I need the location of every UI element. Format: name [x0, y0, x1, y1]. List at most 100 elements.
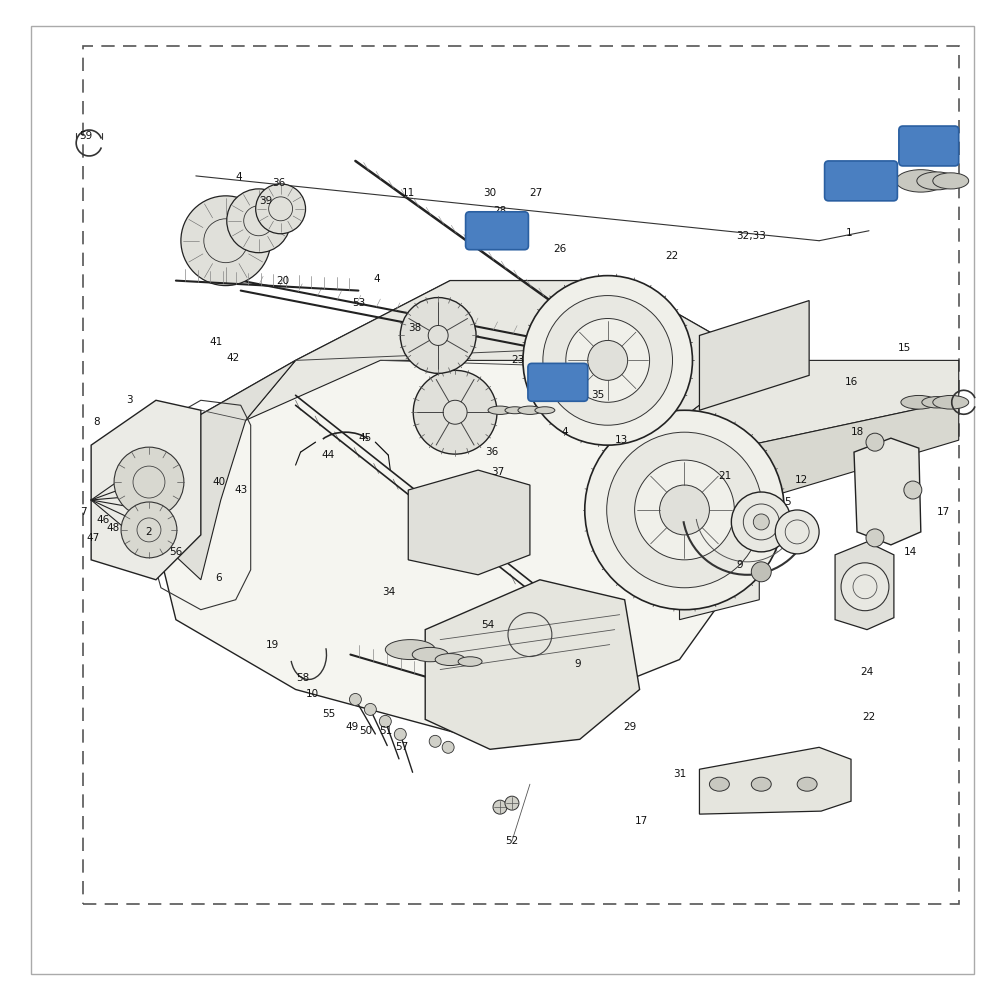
Text: 21: 21	[719, 471, 732, 481]
Text: 8: 8	[93, 417, 99, 427]
Text: 19: 19	[266, 640, 279, 650]
Text: 2: 2	[146, 527, 152, 537]
Text: 36: 36	[272, 178, 285, 188]
Polygon shape	[91, 400, 201, 580]
Text: 32,33: 32,33	[736, 231, 766, 241]
Text: 22: 22	[665, 251, 678, 261]
Polygon shape	[246, 281, 759, 420]
Ellipse shape	[442, 741, 454, 753]
Ellipse shape	[505, 407, 525, 414]
Ellipse shape	[635, 460, 734, 560]
Text: 34: 34	[382, 587, 395, 597]
Text: 38: 38	[409, 323, 422, 333]
Ellipse shape	[256, 184, 306, 234]
Text: 13: 13	[615, 435, 628, 445]
Ellipse shape	[400, 298, 476, 373]
Text: 24: 24	[860, 667, 874, 677]
Polygon shape	[699, 301, 809, 410]
Text: 45: 45	[359, 433, 372, 443]
Bar	[83, 46, 959, 904]
Text: 11: 11	[402, 188, 415, 198]
Text: 20: 20	[276, 276, 289, 286]
FancyBboxPatch shape	[825, 161, 897, 201]
Ellipse shape	[349, 693, 361, 705]
Text: 28: 28	[493, 206, 507, 216]
Text: 25: 25	[854, 174, 868, 187]
Ellipse shape	[413, 370, 497, 454]
Ellipse shape	[412, 647, 448, 662]
Polygon shape	[425, 580, 640, 749]
Ellipse shape	[394, 728, 406, 740]
Text: 26: 26	[553, 244, 566, 254]
Ellipse shape	[585, 410, 784, 610]
Text: 44: 44	[322, 450, 335, 460]
Text: 35: 35	[591, 390, 604, 400]
Text: 42: 42	[226, 353, 239, 363]
Ellipse shape	[488, 406, 512, 414]
Text: 43: 43	[234, 485, 247, 495]
Ellipse shape	[523, 276, 692, 445]
Ellipse shape	[866, 433, 884, 451]
Text: 52: 52	[505, 836, 519, 846]
Text: 59: 59	[80, 131, 93, 141]
Text: 17: 17	[635, 816, 648, 826]
Text: 4: 4	[235, 172, 242, 182]
Ellipse shape	[535, 407, 555, 414]
Text: 9: 9	[574, 659, 581, 669]
Text: 58: 58	[296, 673, 309, 683]
Text: 5: 5	[784, 497, 791, 507]
Text: 18: 18	[850, 427, 864, 437]
Ellipse shape	[933, 395, 969, 409]
Text: 56: 56	[169, 547, 183, 557]
Ellipse shape	[731, 492, 791, 552]
Ellipse shape	[181, 196, 271, 286]
Text: 50: 50	[359, 726, 372, 736]
Ellipse shape	[566, 319, 650, 402]
Text: 6: 6	[215, 573, 222, 583]
Ellipse shape	[379, 715, 391, 727]
Ellipse shape	[385, 640, 435, 660]
Text: 9: 9	[736, 560, 743, 570]
Ellipse shape	[751, 562, 771, 582]
Text: 49: 49	[346, 722, 359, 732]
Text: 47: 47	[87, 533, 100, 543]
Ellipse shape	[901, 395, 937, 409]
Polygon shape	[680, 400, 959, 520]
Polygon shape	[156, 360, 296, 580]
Polygon shape	[408, 470, 530, 575]
Ellipse shape	[933, 173, 969, 189]
Ellipse shape	[660, 485, 709, 535]
Text: 54: 54	[481, 620, 495, 630]
Text: 3: 3	[126, 395, 132, 405]
Text: 17: 17	[937, 507, 950, 517]
Ellipse shape	[797, 777, 817, 791]
Text: 40: 40	[212, 477, 225, 487]
Text: 46: 46	[96, 515, 110, 525]
Text: 15: 15	[898, 343, 911, 353]
Text: 25: 25	[921, 139, 936, 152]
Text: 30: 30	[483, 188, 497, 198]
Ellipse shape	[922, 397, 952, 408]
Text: 51: 51	[379, 726, 392, 736]
FancyBboxPatch shape	[899, 126, 959, 166]
Ellipse shape	[904, 481, 922, 499]
Ellipse shape	[458, 657, 482, 666]
Text: 22: 22	[862, 712, 876, 722]
Text: 48: 48	[106, 523, 120, 533]
Ellipse shape	[364, 703, 376, 715]
Ellipse shape	[866, 529, 884, 547]
Text: 25: 25	[490, 224, 504, 237]
Text: 39: 39	[259, 196, 272, 206]
Ellipse shape	[227, 189, 291, 253]
Ellipse shape	[775, 510, 819, 554]
Polygon shape	[699, 747, 851, 814]
Ellipse shape	[588, 340, 628, 380]
Text: 53: 53	[352, 298, 365, 308]
Ellipse shape	[435, 654, 465, 666]
Ellipse shape	[543, 296, 673, 425]
Text: 12: 12	[795, 475, 808, 485]
Polygon shape	[835, 542, 894, 630]
Polygon shape	[680, 360, 959, 460]
Ellipse shape	[114, 447, 184, 517]
Text: 55: 55	[322, 709, 335, 719]
